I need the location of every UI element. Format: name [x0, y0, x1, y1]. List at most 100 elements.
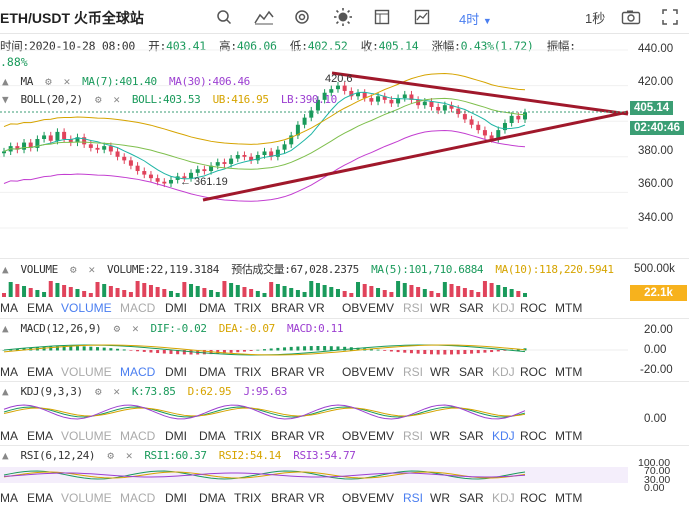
- tab-ma[interactable]: MA: [0, 491, 18, 505]
- tab-kdj[interactable]: KDJ: [492, 491, 515, 505]
- tab-roc[interactable]: ROC: [520, 429, 547, 443]
- refresh-speed[interactable]: 1秒: [585, 11, 606, 26]
- tab-dma[interactable]: DMA: [199, 365, 226, 379]
- tab-trix[interactable]: TRIX: [234, 301, 262, 315]
- tab-rsi[interactable]: RSI: [403, 429, 424, 443]
- tab-sar[interactable]: SAR: [459, 301, 484, 315]
- tab-rsi[interactable]: RSI: [403, 301, 424, 315]
- boll-settings-icon[interactable]: ⚙: [94, 93, 102, 106]
- camera-icon[interactable]: [619, 5, 643, 29]
- tab-volume[interactable]: VOLUME: [61, 491, 112, 505]
- tab-brar[interactable]: BRAR: [271, 301, 305, 315]
- tab-mtm[interactable]: MTM: [555, 429, 583, 443]
- tab-mtm[interactable]: MTM: [555, 301, 583, 315]
- tab-macd[interactable]: MACD: [120, 491, 156, 505]
- tab-obv[interactable]: OBV: [342, 491, 368, 505]
- tab-ma[interactable]: MA: [0, 301, 18, 315]
- tab-kdj[interactable]: KDJ: [492, 301, 515, 315]
- kdj-settings-icon[interactable]: ⚙: [94, 385, 102, 398]
- tab-dmi[interactable]: DMI: [165, 365, 187, 379]
- tab-brar[interactable]: BRAR: [271, 429, 305, 443]
- tab-ema[interactable]: EMA: [27, 491, 54, 505]
- search-icon[interactable]: [212, 5, 236, 29]
- tab-mtm[interactable]: MTM: [555, 491, 583, 505]
- settings-icon[interactable]: [290, 5, 314, 29]
- tab-kdj[interactable]: KDJ: [492, 365, 515, 379]
- tab-mtm[interactable]: MTM: [555, 365, 583, 379]
- tab-ema[interactable]: EMA: [27, 365, 54, 379]
- market-title[interactable]: ETH/USDT 火币全球站: [0, 10, 144, 26]
- tab-ma[interactable]: MA: [0, 365, 18, 379]
- rsi-settings-icon[interactable]: ⚙: [107, 449, 114, 462]
- tab-rsi[interactable]: RSI: [403, 365, 424, 379]
- volume-collapse-icon[interactable]: ▲: [2, 263, 9, 276]
- tab-roc[interactable]: ROC: [520, 301, 547, 315]
- tab-roc[interactable]: ROC: [520, 365, 547, 379]
- ma-close-icon[interactable]: ✕: [63, 75, 71, 88]
- tab-roc[interactable]: ROC: [520, 491, 547, 505]
- tab-obv[interactable]: OBV: [342, 429, 368, 443]
- tab-dma[interactable]: DMA: [199, 301, 226, 315]
- rsi-collapse-icon[interactable]: ▲: [2, 449, 9, 462]
- kdj-chart[interactable]: [0, 399, 628, 425]
- tab-macd[interactable]: MACD: [120, 429, 156, 443]
- boll-close-icon[interactable]: ✕: [113, 93, 120, 106]
- rsi-chart[interactable]: [0, 463, 628, 487]
- tab-sar[interactable]: SAR: [459, 429, 484, 443]
- kdj-collapse-icon[interactable]: ▲: [2, 385, 9, 398]
- tab-emv[interactable]: EMV: [368, 301, 395, 315]
- tab-dmi[interactable]: DMI: [165, 491, 187, 505]
- macd-collapse-icon[interactable]: ▲: [2, 322, 9, 335]
- volume-close-icon[interactable]: ✕: [88, 263, 96, 276]
- volume-chart[interactable]: [0, 275, 628, 297]
- tab-trix[interactable]: TRIX: [234, 491, 262, 505]
- chart-type-icon[interactable]: [410, 5, 434, 29]
- tab-wr[interactable]: WR: [430, 301, 450, 315]
- macd-chart[interactable]: [0, 336, 628, 364]
- tab-dmi[interactable]: DMI: [165, 429, 187, 443]
- tab-brar[interactable]: BRAR: [271, 365, 305, 379]
- tab-macd[interactable]: MACD: [120, 301, 156, 315]
- tab-dma[interactable]: DMA: [199, 491, 226, 505]
- tab-brar[interactable]: BRAR: [271, 491, 305, 505]
- tab-obv[interactable]: OBV: [342, 301, 368, 315]
- ma-collapse-icon[interactable]: ▲: [2, 75, 9, 88]
- tab-wr[interactable]: WR: [430, 491, 450, 505]
- tab-trix[interactable]: TRIX: [234, 365, 262, 379]
- boll-collapse-icon[interactable]: ▼: [2, 93, 9, 106]
- tab-volume[interactable]: VOLUME: [61, 365, 112, 379]
- tab-macd[interactable]: MACD: [120, 365, 156, 379]
- tab-ema[interactable]: EMA: [27, 301, 54, 315]
- tab-trix[interactable]: TRIX: [234, 429, 262, 443]
- tab-vr[interactable]: VR: [308, 491, 325, 505]
- rsi-close-icon[interactable]: ✕: [125, 449, 133, 462]
- macd-close-icon[interactable]: ✕: [132, 322, 139, 335]
- indicator-icon[interactable]: [252, 5, 276, 29]
- volume-settings-icon[interactable]: ⚙: [70, 263, 77, 276]
- tab-kdj[interactable]: KDJ: [492, 429, 515, 443]
- period-selector[interactable]: 4时 ▼: [459, 12, 492, 27]
- macd-settings-icon[interactable]: ⚙: [113, 322, 121, 335]
- ma-settings-icon[interactable]: ⚙: [45, 75, 52, 88]
- tab-dmi[interactable]: DMI: [165, 301, 187, 315]
- tab-vr[interactable]: VR: [308, 429, 325, 443]
- tab-obv[interactable]: OBV: [342, 365, 368, 379]
- tab-emv[interactable]: EMV: [368, 365, 395, 379]
- tab-sar[interactable]: SAR: [459, 365, 484, 379]
- tab-ema[interactable]: EMA: [27, 429, 54, 443]
- tab-volume[interactable]: VOLUME: [61, 429, 112, 443]
- tab-vr[interactable]: VR: [308, 365, 325, 379]
- tab-emv[interactable]: EMV: [368, 491, 395, 505]
- tab-dma[interactable]: DMA: [199, 429, 226, 443]
- layout-icon[interactable]: [370, 5, 394, 29]
- tab-wr[interactable]: WR: [430, 429, 450, 443]
- main-chart[interactable]: [0, 34, 689, 260]
- tab-rsi[interactable]: RSI: [403, 491, 424, 505]
- tab-volume[interactable]: VOLUME: [61, 301, 112, 315]
- fullscreen-icon[interactable]: [658, 5, 682, 29]
- tab-wr[interactable]: WR: [430, 365, 450, 379]
- tab-emv[interactable]: EMV: [368, 429, 395, 443]
- kdj-close-icon[interactable]: ✕: [113, 385, 120, 398]
- tab-vr[interactable]: VR: [308, 301, 325, 315]
- theme-sun-icon[interactable]: [331, 5, 355, 29]
